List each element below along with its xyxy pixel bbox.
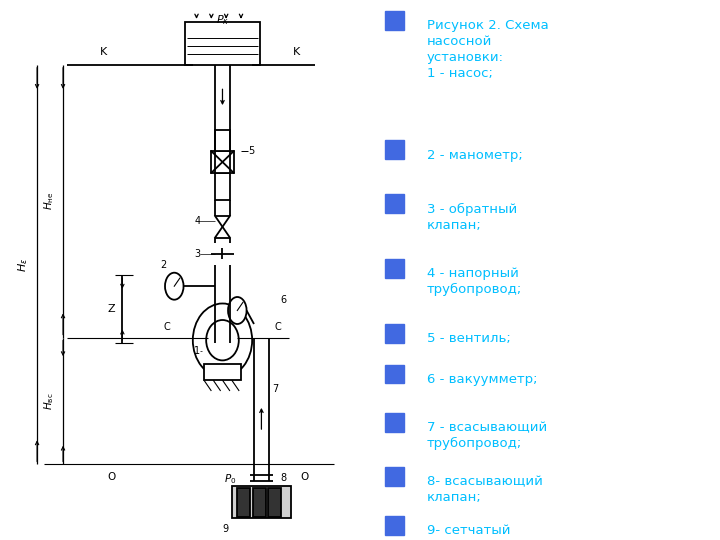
Text: K: K — [293, 46, 300, 57]
Bar — [215, 130, 230, 151]
Text: 9: 9 — [222, 524, 228, 534]
Ellipse shape — [193, 303, 252, 377]
Bar — [204, 364, 241, 380]
Bar — [384, 364, 404, 383]
Circle shape — [228, 297, 246, 324]
Text: 3 - обратный
клапан;: 3 - обратный клапан; — [427, 202, 517, 232]
Bar — [384, 11, 404, 30]
Bar — [384, 516, 404, 535]
Text: 6: 6 — [280, 295, 286, 305]
Text: K: K — [100, 46, 107, 57]
Text: $H_{\rm{вс}}$: $H_{\rm{вс}}$ — [42, 392, 55, 410]
Text: $H_{\varepsilon}$: $H_{\varepsilon}$ — [16, 258, 30, 272]
Bar — [384, 140, 404, 159]
Bar — [384, 467, 404, 486]
Text: 1: 1 — [194, 346, 199, 356]
Text: $H_{\rm{не}}$: $H_{\rm{не}}$ — [42, 192, 55, 211]
Bar — [384, 324, 404, 343]
Text: 7 - всасывающий
трубопровод;: 7 - всасывающий трубопровод; — [427, 421, 547, 450]
Bar — [186, 22, 260, 65]
Bar — [238, 488, 251, 517]
Text: $P_0$: $P_0$ — [224, 472, 236, 487]
Text: C: C — [275, 322, 282, 332]
Text: 7: 7 — [273, 384, 279, 394]
Text: 2 - манометр;: 2 - манометр; — [427, 148, 523, 161]
Bar — [384, 194, 404, 213]
Bar — [232, 486, 291, 518]
Text: 5: 5 — [248, 146, 255, 156]
Ellipse shape — [206, 320, 239, 360]
Text: 3: 3 — [194, 249, 200, 259]
Text: 8- всасывающий
клапан;: 8- всасывающий клапан; — [427, 475, 543, 504]
Text: O: O — [300, 472, 308, 483]
Bar — [269, 488, 282, 517]
Bar — [384, 259, 404, 278]
Text: 6 - вакуумметр;: 6 - вакуумметр; — [427, 373, 537, 386]
Text: $P_{\kappa}$: $P_{\kappa}$ — [216, 14, 229, 28]
Text: O: O — [107, 472, 115, 483]
Bar — [253, 488, 266, 517]
Bar — [384, 413, 404, 432]
Text: Рисунок 2. Схема
насосной
установки:
1 - насос;: Рисунок 2. Схема насосной установки: 1 -… — [427, 19, 549, 80]
Text: 4: 4 — [194, 217, 200, 226]
Text: 8: 8 — [280, 473, 286, 483]
Text: 2: 2 — [160, 260, 166, 269]
Bar — [212, 151, 233, 173]
Text: Z: Z — [107, 304, 115, 314]
Text: 5 - вентиль;: 5 - вентиль; — [427, 332, 510, 345]
Text: C: C — [163, 322, 170, 332]
Circle shape — [165, 273, 184, 300]
Text: 4 - напорный
трубопровод;: 4 - напорный трубопровод; — [427, 267, 522, 296]
Text: 9- сетчатый
фильтр: 9- сетчатый фильтр — [427, 524, 510, 540]
Bar — [215, 173, 230, 200]
